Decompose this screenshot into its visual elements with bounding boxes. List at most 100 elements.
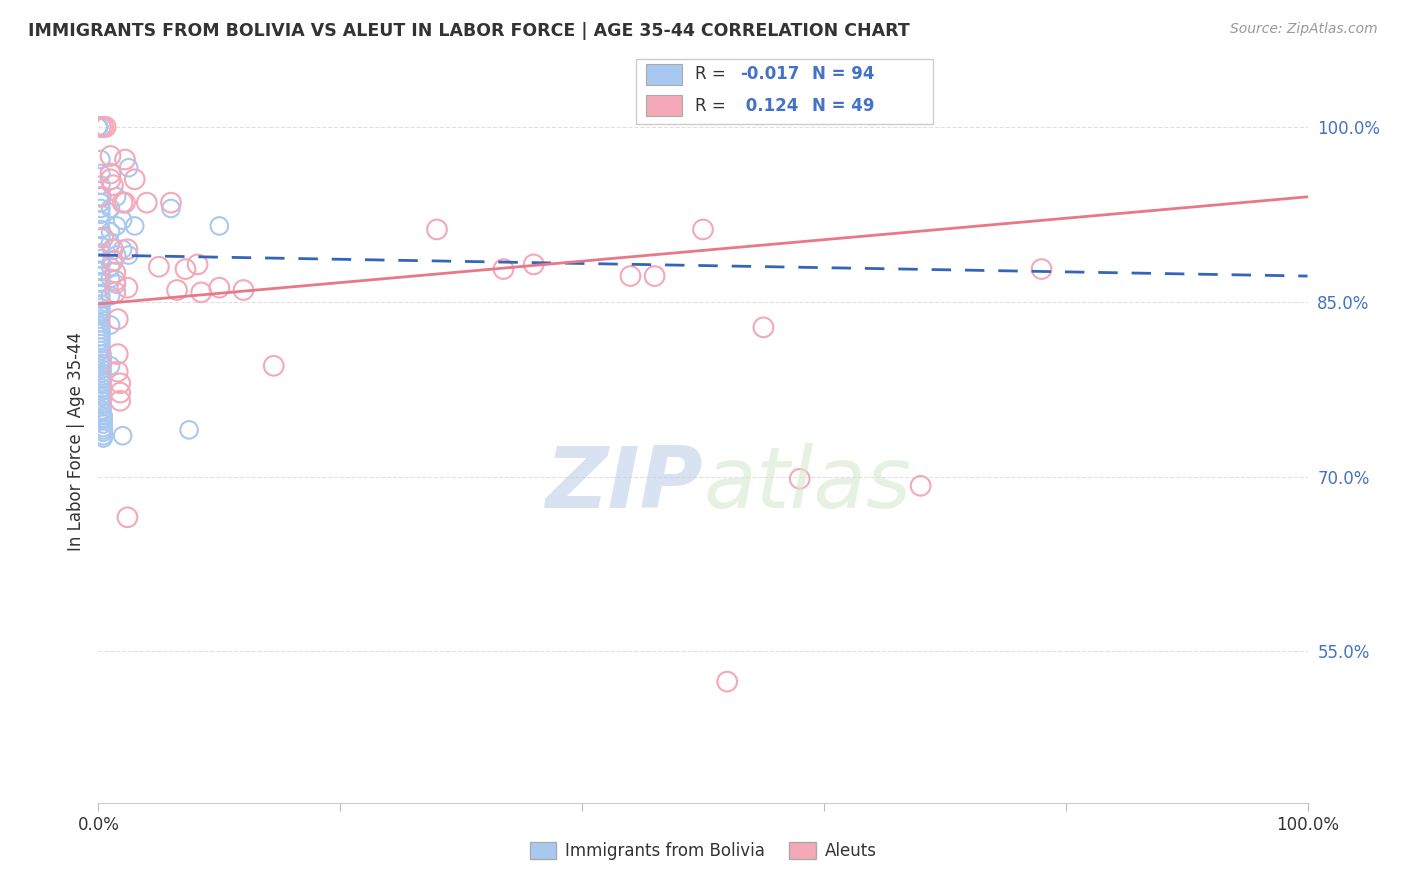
Point <box>90 213 112 227</box>
Point <box>100 172 122 186</box>
Point <box>208 219 231 233</box>
Text: 0.124: 0.124 <box>741 96 799 114</box>
Point <box>90 304 112 318</box>
Point <box>90 297 112 311</box>
Point <box>105 248 128 262</box>
Point <box>91 400 114 414</box>
Point <box>94 120 117 134</box>
Text: R =: R = <box>695 65 731 84</box>
Point <box>117 510 139 524</box>
Point <box>90 276 112 290</box>
Text: atlas: atlas <box>703 443 911 526</box>
Point <box>523 257 546 271</box>
Point <box>90 319 112 334</box>
Point <box>90 301 112 315</box>
Point <box>90 190 112 204</box>
Point <box>426 222 449 236</box>
Point <box>91 356 114 370</box>
Point <box>107 347 129 361</box>
Point <box>148 260 170 274</box>
Point <box>91 409 114 423</box>
Point <box>90 268 112 283</box>
Point <box>91 397 114 411</box>
Point <box>90 264 112 278</box>
FancyBboxPatch shape <box>637 59 932 124</box>
Text: N = 94: N = 94 <box>811 65 875 84</box>
Bar <box>647 95 682 117</box>
Point <box>100 271 122 285</box>
Point <box>91 413 114 427</box>
Point <box>111 242 134 256</box>
Point <box>117 242 139 256</box>
Point <box>90 239 112 253</box>
Point <box>117 281 139 295</box>
Point <box>91 390 114 404</box>
Point <box>100 149 122 163</box>
Bar <box>647 63 682 86</box>
Point <box>91 388 114 402</box>
Point <box>187 257 209 271</box>
Point <box>90 252 112 266</box>
Point <box>90 336 112 351</box>
Point <box>716 674 738 689</box>
Point <box>91 366 114 380</box>
Point <box>87 120 110 134</box>
Point <box>91 423 114 437</box>
Point <box>91 425 114 440</box>
Point <box>101 178 124 193</box>
Text: IMMIGRANTS FROM BOLIVIA VS ALEUT IN LABOR FORCE | AGE 35-44 CORRELATION CHART: IMMIGRANTS FROM BOLIVIA VS ALEUT IN LABO… <box>28 22 910 40</box>
Y-axis label: In Labor Force | Age 35-44: In Labor Force | Age 35-44 <box>66 332 84 551</box>
Point <box>91 351 114 365</box>
Point <box>107 365 129 379</box>
Point <box>190 285 212 300</box>
Point <box>90 178 112 193</box>
Point <box>492 262 515 277</box>
Point <box>91 353 114 368</box>
Point <box>90 326 112 341</box>
Point <box>107 312 129 326</box>
Point <box>692 222 714 236</box>
Point <box>90 316 112 330</box>
Point <box>644 268 666 283</box>
Point <box>91 359 114 373</box>
Point <box>90 293 112 307</box>
Text: Source: ZipAtlas.com: Source: ZipAtlas.com <box>1230 22 1378 37</box>
Point <box>87 120 110 134</box>
Point <box>619 268 641 283</box>
Point <box>174 262 197 277</box>
Point <box>91 405 114 419</box>
Point <box>91 417 114 431</box>
Point <box>263 359 285 373</box>
Point <box>90 120 112 134</box>
Legend: Immigrants from Bolivia, Aleuts: Immigrants from Bolivia, Aleuts <box>523 835 883 867</box>
Point <box>87 120 110 134</box>
Point <box>90 153 112 167</box>
Point <box>100 202 122 216</box>
Point <box>87 120 110 134</box>
Point <box>87 120 110 134</box>
Point <box>166 283 188 297</box>
Point <box>90 309 112 323</box>
Point <box>90 230 112 244</box>
Point <box>91 120 114 134</box>
Point <box>100 318 122 332</box>
Point <box>100 289 122 303</box>
Point <box>179 423 201 437</box>
Point <box>100 236 122 251</box>
Point <box>90 202 112 216</box>
Point <box>90 287 112 301</box>
Point <box>118 248 141 262</box>
Point <box>91 384 114 399</box>
Point <box>108 376 131 391</box>
Text: ZIP: ZIP <box>546 443 703 526</box>
Point <box>111 195 134 210</box>
Point <box>90 257 112 271</box>
Point <box>90 190 112 204</box>
Point <box>105 190 128 204</box>
Point <box>208 281 231 295</box>
Point <box>90 207 112 221</box>
Point <box>135 195 157 210</box>
Point <box>160 202 183 216</box>
Point <box>90 222 112 236</box>
Point <box>232 283 254 297</box>
